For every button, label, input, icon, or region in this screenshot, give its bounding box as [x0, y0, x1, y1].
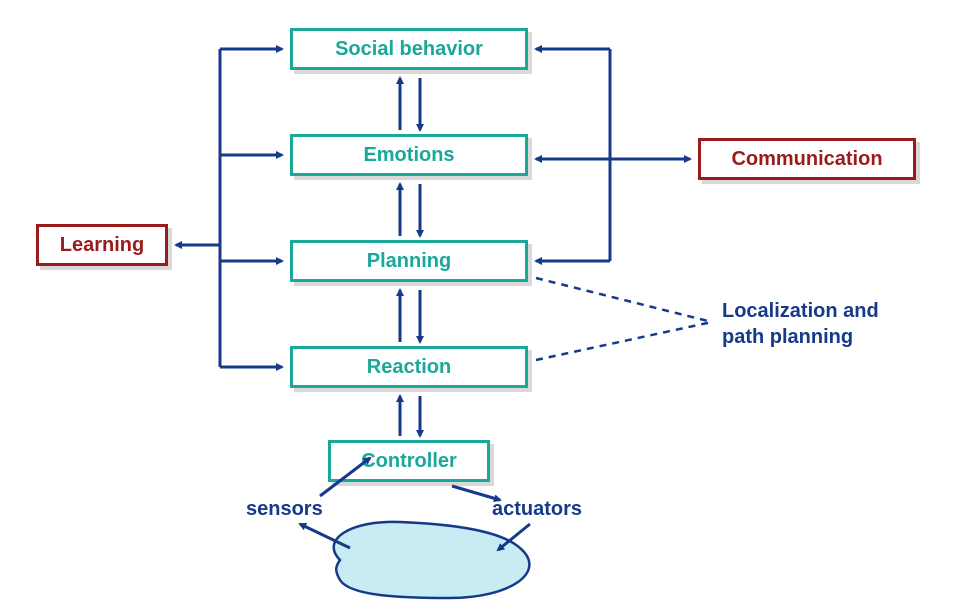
environment-blob: [334, 522, 530, 598]
controller-box: Controller: [328, 440, 490, 482]
communication-label: Communication: [731, 148, 882, 171]
learning-label: Learning: [60, 234, 144, 257]
sensors-label: sensors: [246, 498, 323, 521]
planning-box: Planning: [290, 240, 528, 282]
reaction-box: Reaction: [290, 346, 528, 388]
social-behavior-label: Social behavior: [335, 38, 483, 61]
controller-label: Controller: [361, 450, 457, 473]
localization-label: Localization and: [722, 300, 879, 323]
emotions-label: Emotions: [363, 144, 454, 167]
pathplanning-label: path planning: [722, 326, 853, 349]
social-behavior-box: Social behavior: [290, 28, 528, 70]
reaction-label: Reaction: [367, 356, 451, 379]
communication-box: Communication: [698, 138, 916, 180]
planning-label: Planning: [367, 250, 451, 273]
learning-box: Learning: [36, 224, 168, 266]
emotions-box: Emotions: [290, 134, 528, 176]
actuators-label: actuators: [492, 498, 582, 521]
